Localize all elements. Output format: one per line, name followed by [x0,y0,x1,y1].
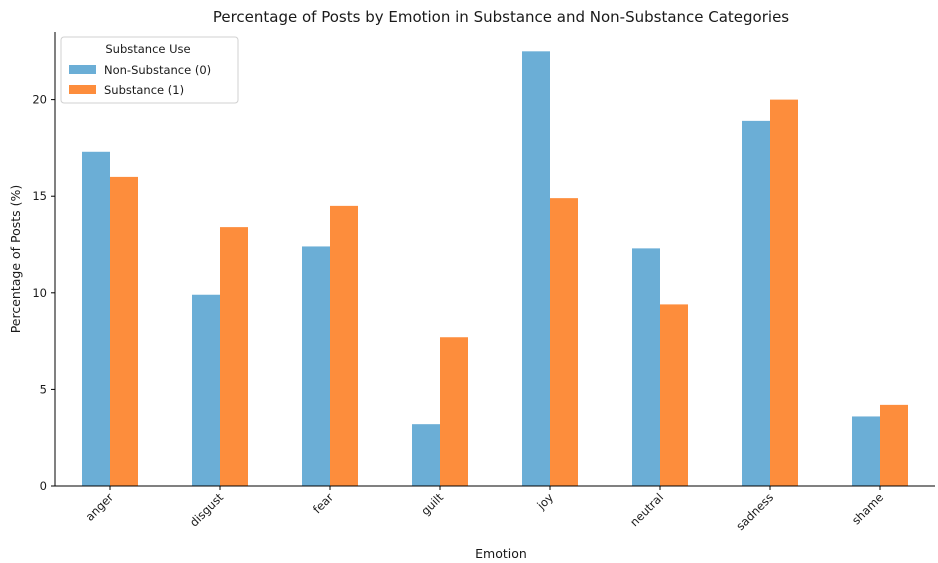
x-tick-label-neutral: neutral [627,490,666,529]
y-tick-label: 15 [32,189,47,203]
bar-fear-series-1 [330,205,358,486]
legend-label-0: Non-Substance (0) [104,63,211,77]
bar-joy-series-0 [522,51,550,486]
y-ticks-group: 0 5 10 15 20 [32,93,55,493]
y-tick-label: 5 [40,382,47,396]
x-tick-label-shame: shame [849,490,886,527]
legend-frame [60,36,239,104]
bar-sadness-series-0 [742,120,770,486]
bar-disgust-series-1 [220,227,248,486]
bar-shame-series-1 [880,404,908,486]
legend-swatch-1 [69,85,96,94]
legend-label-1: Substance (1) [104,83,184,97]
bar-shame-series-0 [852,416,880,486]
bar-anger-series-0 [82,151,110,486]
chart-title: Percentage of Posts by Emotion in Substa… [213,8,789,26]
x-ticks-group: anger disgust fear guilt joy neutral sadness sh… [83,486,886,533]
y-tick-label: 0 [40,479,47,493]
legend-swatch-0 [69,65,96,74]
x-tick-label-guilt: guilt [418,490,446,518]
x-tick-label-disgust: disgust [187,490,227,530]
bar-guilt-series-1 [440,337,468,486]
legend: Substance Use Non-Substance (0) Substance… [60,36,239,104]
x-axis-label: Emotion [475,546,527,561]
axes-group [54,32,935,487]
bar-sadness-series-1 [770,99,798,487]
bar-joy-series-1 [550,198,578,486]
bar-guilt-series-0 [412,424,440,486]
bar-neutral-series-0 [632,248,660,486]
y-tick-label: 10 [32,286,47,300]
bar-fear-series-0 [302,246,330,486]
y-tick-label: 20 [32,93,47,107]
y-axis-label: Percentage of Posts (%) [8,185,23,334]
x-tick-label-sadness: sadness [733,490,776,533]
bar-disgust-series-0 [192,294,220,486]
x-tick-label-fear: fear [310,490,336,516]
bars-group [82,51,908,487]
legend-title: Substance Use [105,42,190,56]
bar-neutral-series-1 [660,304,688,486]
x-tick-label-joy: joy [533,490,556,513]
bar-anger-series-1 [110,176,138,486]
x-tick-label-anger: anger [83,490,117,524]
